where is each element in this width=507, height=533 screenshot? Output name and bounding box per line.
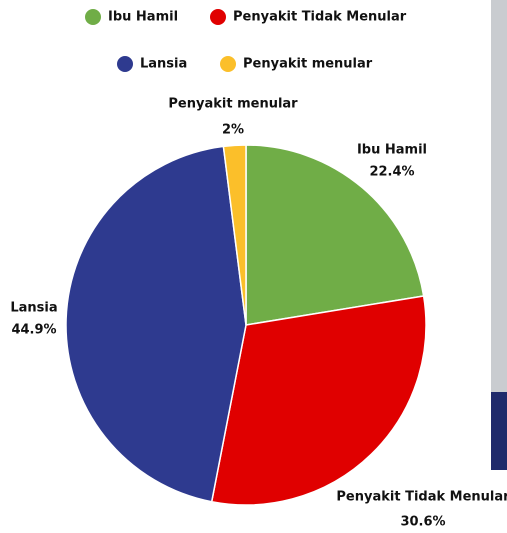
legend: Ibu Hamil Penyakit Tidak Menular Lansia Pen… [85,9,407,72]
photo-background [491,0,507,392]
pie-slice [222,144,247,326]
pie-slice [210,295,427,506]
legend-label: Ibu Hamil [108,10,178,25]
photo-banner [491,392,507,470]
legend-label: Penyakit menular [243,57,373,72]
pie-slice [65,145,247,503]
pie [65,144,427,506]
slice-label: Penyakit menular [168,97,298,112]
slice-label: Penyakit Tidak Menular [336,490,507,505]
legend-label: Lansia [140,57,187,72]
pie-slice [245,144,425,326]
legend-swatch [210,9,226,25]
legend-label: Penyakit Tidak Menular [233,10,407,25]
slice-value: 2% [222,123,244,138]
legend-swatch [85,9,101,25]
legend-swatch [220,56,236,72]
slice-value: 44.9% [11,323,56,338]
labels: Ibu Hamil 22.4% Penyakit Tidak Menular 30.6… [10,97,507,530]
slice-value: 22.4% [369,165,414,180]
slice-label: Lansia [10,301,57,316]
slice-value: 30.6% [400,515,445,530]
legend-swatch [117,56,133,72]
slice-label: Ibu Hamil [357,143,427,158]
